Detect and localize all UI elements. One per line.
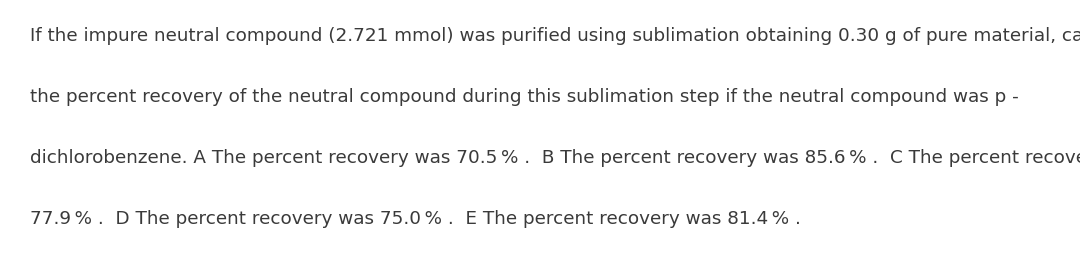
Text: 77.9 % .  D The percent recovery was 75.0 % .  E The percent recovery was 81.4 %: 77.9 % . D The percent recovery was 75.0… <box>30 210 801 228</box>
Text: If the impure neutral compound (2.721 mmol) was purified using sublimation obtai: If the impure neutral compound (2.721 mm… <box>30 27 1080 45</box>
Text: dichlorobenzene. A The percent recovery was 70.5 % .  B The percent recovery was: dichlorobenzene. A The percent recovery … <box>30 149 1080 167</box>
Text: the percent recovery of the neutral compound during this sublimation step if the: the percent recovery of the neutral comp… <box>30 88 1020 106</box>
